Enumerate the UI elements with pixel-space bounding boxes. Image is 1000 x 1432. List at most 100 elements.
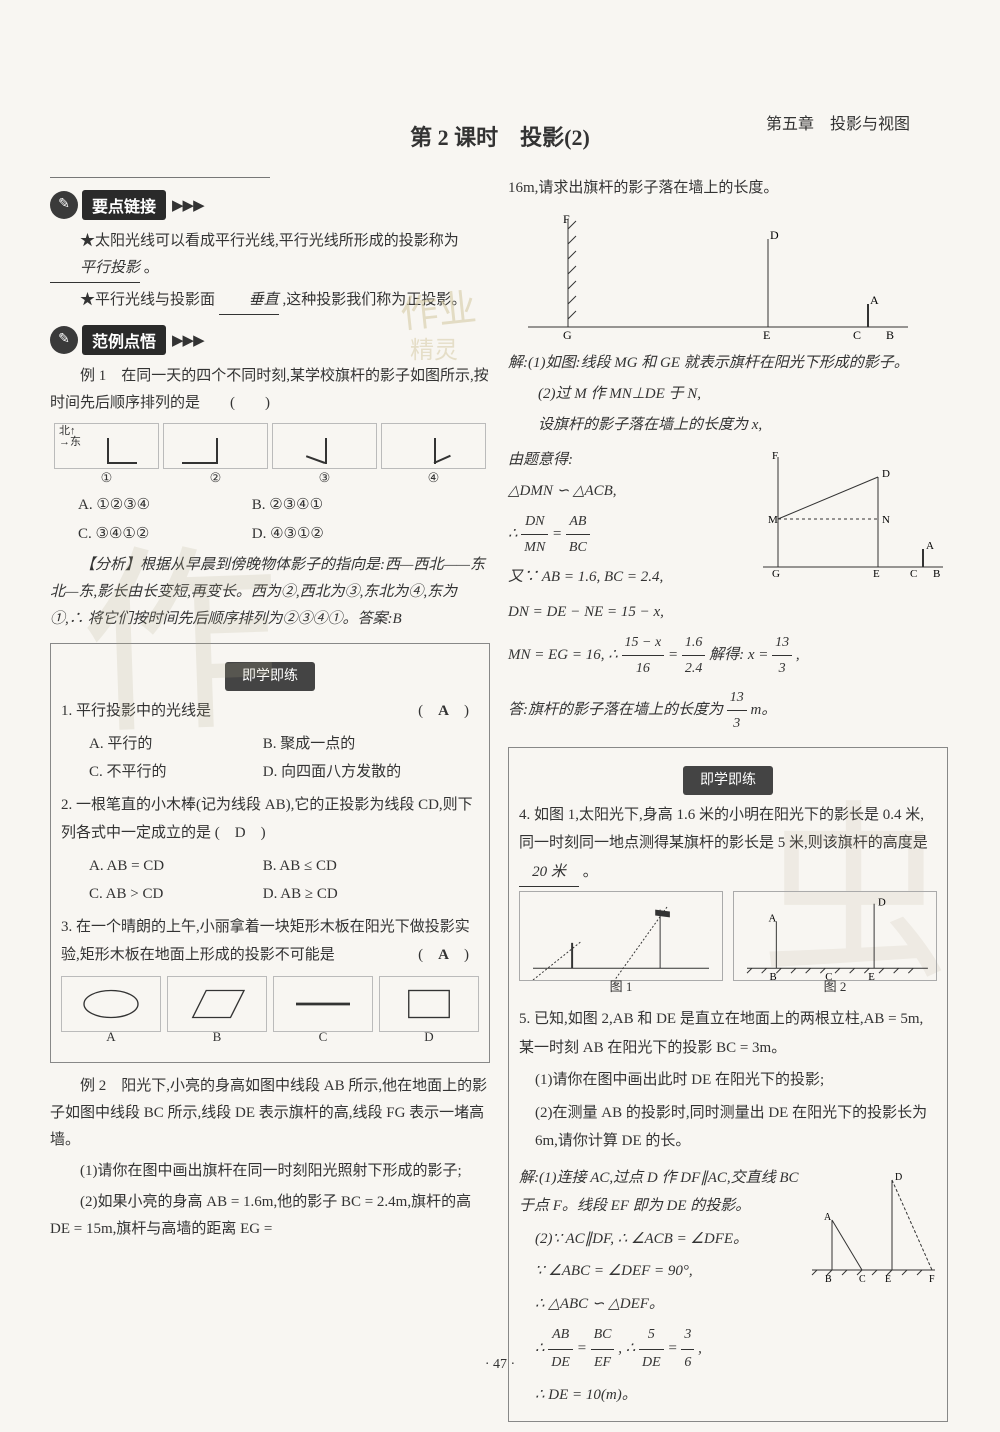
shape-d: D [379, 976, 479, 1032]
example-2-p2: (1)请你在图中画出旗杆在同一时刻阳光照射下形成的影子; [50, 1158, 490, 1185]
figure-1: 图 1 [519, 891, 723, 981]
q5-part2: (2)在测量 AB 的投影时,同时测量出 DE 在阳光下的投影长为 6m,请你计… [519, 1099, 937, 1156]
fraction-3: 133 [772, 630, 792, 681]
label-a: A [62, 1025, 160, 1048]
text: = [552, 526, 566, 542]
sol-3: 设旗杆的影子落在墙上的长度为 x, [508, 412, 948, 439]
circle-4: ④ [382, 470, 485, 486]
two-column-layout: ✎ 要点链接 ▶▶▶ ★太阳光线可以看成平行光线,平行光线所形成的投影称为 平行… [50, 170, 950, 1432]
shape-c: C [273, 976, 373, 1032]
fraction-2b: 1.62.4 [682, 630, 706, 681]
opt-c: C. 不平行的 [89, 758, 259, 787]
sol-5: △DMN ∽ △ACB, [508, 478, 748, 505]
fraction-2a: 15 − x16 [622, 630, 665, 681]
right-column: 16m,请求出旗杆的影子落在墙上的长度。 F G D E [508, 170, 948, 1432]
circle-2: ② [164, 470, 267, 486]
fraction-3b: 133 [727, 685, 747, 736]
label-c: C [274, 1025, 372, 1048]
example-2-figure-1: F G D E A B C [508, 209, 948, 344]
svg-text:C: C [853, 328, 861, 339]
svg-text:D: D [878, 897, 886, 909]
banner-label: 要点链接 [82, 190, 166, 220]
svg-text:A: A [926, 540, 934, 552]
text: , [796, 647, 800, 663]
practice-box-right: 即学即练 4. 如图 1,太阳光下,身高 1.6 米的小明在阳光下的影长是 0.… [508, 747, 948, 1422]
q1-answer-letter: A [438, 703, 449, 719]
svg-text:M: M [768, 514, 778, 526]
fraction-1: DNMN [521, 509, 548, 560]
opt-a: A. AB = CD [89, 852, 259, 881]
q1-answer: ( A ) [418, 697, 469, 726]
q5-sol-3: ∵ ∠ABC = ∠DEF = 90°, [519, 1257, 799, 1286]
fraction-1b: ABBC [566, 509, 590, 560]
east-label: 东 [70, 436, 81, 448]
label-d: D [380, 1025, 478, 1048]
q5-part1: (1)请你在图中画出此时 DE 在阳光下的投影; [519, 1066, 937, 1095]
question-3: 3. 在一个晴朗的上午,小丽拿着一块矩形木板在阳光下做投影实验,矩形木板在地面上… [61, 913, 479, 970]
circle-3: ③ [273, 470, 376, 486]
keypoint-1: ★太阳光线可以看成平行光线,平行光线所形成的投影称为 平行投影 。 [50, 228, 490, 283]
fig-cell-1: 北↑→东 ① [54, 423, 159, 469]
sol-6: ∴ DNMN = ABBC [508, 509, 748, 560]
den: 2.4 [682, 656, 706, 681]
svg-text:C: C [910, 568, 917, 579]
example-2-figure-2: FG DE MN A BC [758, 449, 948, 589]
fig1-label: 图 1 [520, 975, 722, 998]
text: ∴ [535, 1341, 548, 1357]
sol-9: MN = EG = 16, ∴ 15 − x16 = 1.62.4 解得: x … [508, 630, 948, 681]
opt-d: D. 向四面八方发散的 [263, 758, 433, 787]
q5-sol-2: (2)∵ AC∥DF, ∴ ∠ACB = ∠DFE。 [519, 1225, 799, 1254]
svg-text:E: E [763, 328, 770, 339]
shape-b: B [167, 976, 267, 1032]
q3-answer: ( A ) [418, 941, 469, 970]
text: ★太阳光线可以看成平行光线,平行光线所形成的投影称为 [80, 233, 459, 249]
num: 3 [681, 1322, 694, 1350]
question-2: 2. 一根笔直的小木棒(记为线段 AB),它的正投影为线段 CD,则下列各式中一… [61, 791, 479, 848]
svg-text:E: E [885, 1274, 891, 1285]
example-1-options-row1: A. ①②③④ B. ②③④① [50, 491, 490, 520]
question-5: 5. 已知,如图 2,AB 和 DE 是直立在地面上的两根立柱,AB = 5m,… [519, 1005, 937, 1062]
banner-icon: ✎ [50, 191, 78, 219]
text: 。 [144, 260, 159, 276]
svg-text:D: D [882, 468, 890, 480]
figure-2: AB C DE 图 2 [733, 891, 937, 981]
q1-opts-row1: A. 平行的 B. 聚成一点的 [61, 730, 479, 759]
section-banner-keypoints: ✎ 要点链接 ▶▶▶ [50, 190, 490, 220]
example-1-analysis: 【分析】根据从早晨到傍晚物体影子的指向是:西—西北——东北—东,影长由长变短,再… [50, 552, 490, 633]
example-2-p3: (2)如果小亮的身高 AB = 1.6m,他的影子 BC = 2.4m,旗杆的高… [50, 1189, 490, 1243]
left-column: ✎ 要点链接 ▶▶▶ ★太阳光线可以看成平行光线,平行光线所形成的投影称为 平行… [50, 170, 490, 1432]
opt-c: C. AB > CD [89, 880, 259, 909]
q5-sol-6: ∴ DE = 10(m)。 [519, 1381, 799, 1410]
q4-stem: 4. 如图 1,太阳光下,身高 1.6 米的小明在阳光下的影长是 0.4 米,同… [519, 807, 928, 852]
circle-1: ① [55, 470, 158, 486]
sol-8: DN = DE − NE = 15 − x, [508, 599, 948, 626]
opt-d: D. AB ≥ CD [263, 880, 433, 909]
sol-1: 解:(1)如图:线段 MG 和 GE 就表示旗杆在阳光下形成的影子。 [508, 350, 948, 377]
opt-d: D. ④③①② [252, 520, 422, 549]
arrows-icon: ▶▶▶ [172, 196, 204, 215]
text: , [698, 1341, 702, 1357]
num: 13 [772, 630, 792, 656]
opt-a: A. 平行的 [89, 730, 259, 759]
fig-cell-2: ② [163, 423, 268, 469]
keypoint-2: ★平行光线与投影面 垂直 ,这种投影我们称为正投影。 [50, 287, 490, 315]
q1-opts-row2: C. 不平行的 D. 向四面八方发散的 [61, 758, 479, 787]
svg-text:G: G [563, 328, 572, 339]
q1-stem: 1. 平行投影中的光线是 [61, 703, 211, 719]
den: 3 [727, 711, 747, 736]
den: 16 [622, 656, 665, 681]
text: ,这种投影我们称为正投影。 [283, 292, 467, 308]
svg-text:D: D [895, 1172, 902, 1183]
num: 5 [639, 1322, 664, 1350]
q3-answer-letter: A [438, 947, 449, 963]
example-1-options-row2: C. ③④①② D. ④③①② [50, 520, 490, 549]
text: 。 [583, 864, 598, 880]
opt-b: B. 聚成一点的 [263, 730, 433, 759]
text: ∴ [508, 526, 521, 542]
svg-text:E: E [873, 568, 880, 579]
num: DN [521, 509, 548, 535]
example-2-p1: 例 2 阳光下,小亮的身高如图中线段 AB 所示,他在地面上的影子如图中线段 B… [50, 1073, 490, 1154]
example-1-stem: 例 1 在同一天的四个不同时刻,某学校旗杆的影子如图所示,按时间先后顺序排列的是… [50, 363, 490, 417]
sol-2: (2)过 M 作 MN⊥DE 于 N, [508, 381, 948, 408]
example-2-continuation: 16m,请求出旗杆的影子落在墙上的长度。 [508, 174, 948, 203]
